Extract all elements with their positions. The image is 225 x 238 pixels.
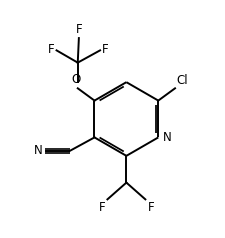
Text: N: N bbox=[34, 144, 43, 157]
Text: F: F bbox=[47, 43, 54, 56]
Text: Cl: Cl bbox=[175, 74, 187, 87]
Text: N: N bbox=[162, 131, 171, 144]
Text: F: F bbox=[102, 43, 108, 56]
Text: O: O bbox=[71, 73, 80, 86]
Text: F: F bbox=[75, 23, 82, 36]
Text: F: F bbox=[98, 201, 105, 214]
Text: F: F bbox=[147, 201, 153, 214]
